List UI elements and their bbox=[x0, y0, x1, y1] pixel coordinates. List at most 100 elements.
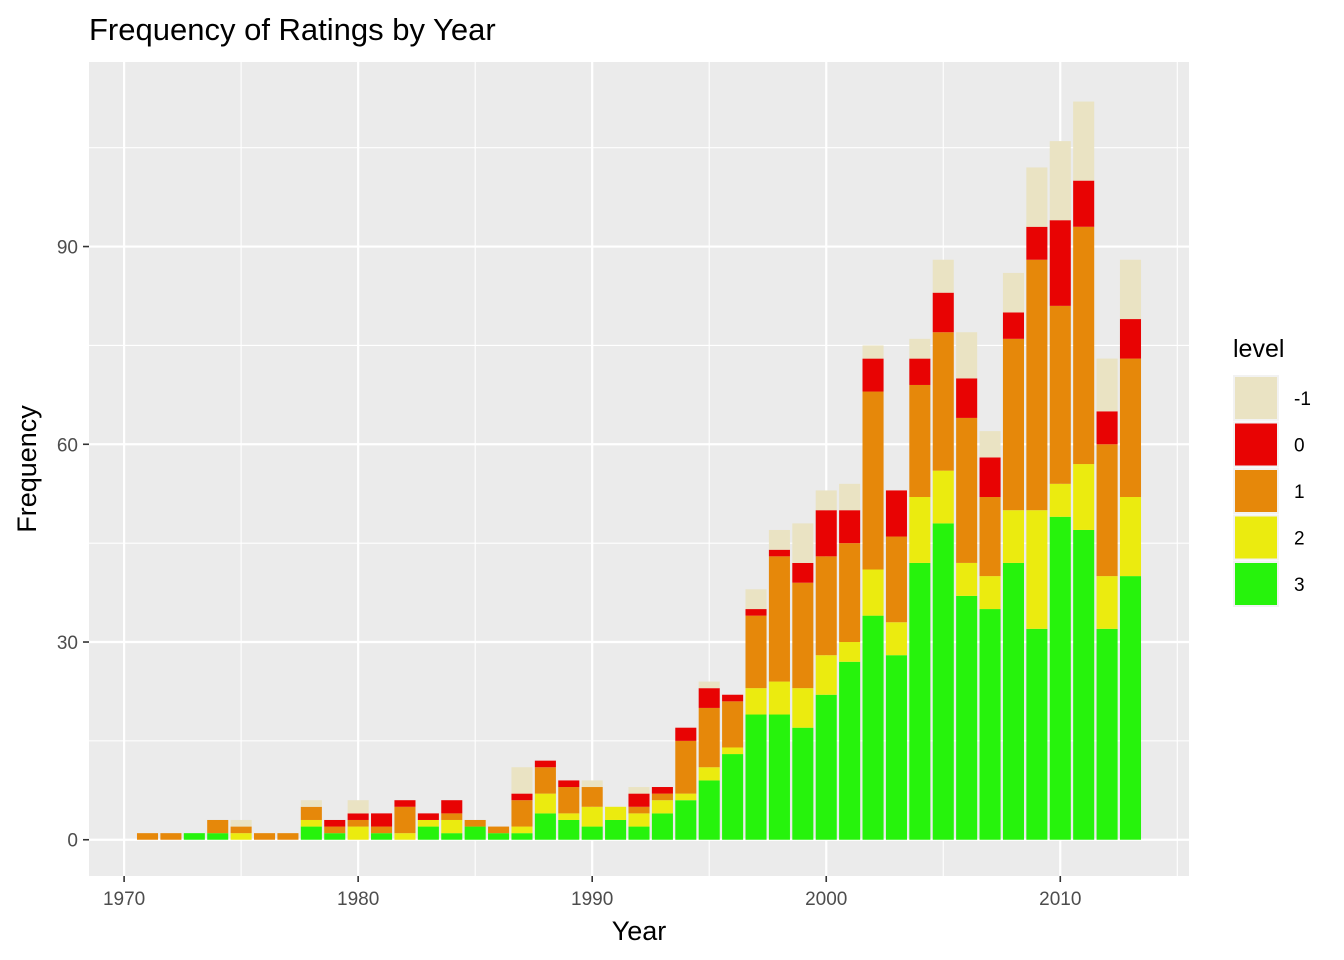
bar-segment bbox=[815, 655, 837, 695]
bar-segment bbox=[1026, 167, 1048, 227]
bar-segment bbox=[909, 384, 931, 498]
bar-segment bbox=[909, 358, 931, 385]
bar-segment bbox=[441, 800, 463, 814]
bar-segment bbox=[932, 523, 954, 840]
bar-segment bbox=[745, 714, 767, 840]
y-tick-label: 0 bbox=[67, 831, 78, 852]
bar-segment bbox=[768, 529, 790, 550]
bar-segment bbox=[932, 292, 954, 333]
bar-segment bbox=[792, 688, 814, 728]
bar-segment bbox=[277, 833, 299, 840]
bar-segment bbox=[394, 806, 416, 834]
bar-segment bbox=[347, 826, 369, 840]
bar-segment bbox=[534, 813, 556, 840]
legend-label: 1 bbox=[1294, 482, 1305, 503]
bar-segment bbox=[651, 813, 673, 840]
y-tick-label: 30 bbox=[57, 633, 78, 654]
bar-segment bbox=[745, 688, 767, 715]
x-tick-label: 1980 bbox=[337, 889, 379, 910]
bar-segment bbox=[768, 714, 790, 840]
bar-segment bbox=[511, 800, 533, 827]
bar-segment bbox=[1002, 338, 1024, 511]
bar-segment bbox=[1096, 444, 1118, 577]
bar-segment bbox=[558, 787, 580, 814]
bar-segment bbox=[441, 833, 463, 840]
bar-segment bbox=[417, 826, 439, 840]
bar-segment bbox=[534, 793, 556, 814]
bar-segment bbox=[488, 833, 510, 840]
bar-segment bbox=[1073, 529, 1095, 840]
bar-segment bbox=[885, 536, 907, 623]
bar-segment bbox=[909, 562, 931, 840]
legend-swatch bbox=[1235, 470, 1277, 512]
bar-segment bbox=[464, 819, 486, 827]
bar-segment bbox=[1049, 141, 1071, 221]
bar-segment bbox=[722, 694, 744, 702]
bar-segment bbox=[230, 833, 252, 840]
bars bbox=[136, 101, 1142, 840]
legend-swatch bbox=[1235, 563, 1277, 605]
x-tick-label: 2000 bbox=[805, 889, 847, 910]
bar-segment bbox=[1119, 358, 1142, 498]
bar-segment bbox=[651, 787, 673, 794]
bar-segment bbox=[371, 826, 393, 834]
bar-segment bbox=[698, 707, 720, 768]
legend-title: level bbox=[1233, 335, 1284, 363]
bar-segment bbox=[651, 800, 673, 814]
bar-segment bbox=[160, 833, 182, 840]
bar-segment bbox=[1026, 259, 1048, 511]
bar-segment bbox=[183, 833, 205, 840]
bar-segment bbox=[956, 378, 978, 418]
bar-segment bbox=[230, 826, 252, 834]
bar-segment bbox=[558, 819, 580, 840]
bar-segment bbox=[605, 806, 627, 820]
legend-swatch bbox=[1235, 377, 1277, 419]
bar-segment bbox=[581, 826, 603, 840]
bar-segment bbox=[815, 556, 837, 656]
bar-segment bbox=[956, 562, 978, 596]
bar-segment bbox=[722, 754, 744, 840]
legend-swatch bbox=[1235, 516, 1277, 559]
bar-segment bbox=[768, 556, 790, 682]
bar-segment bbox=[628, 793, 650, 807]
bar-segment bbox=[862, 391, 884, 570]
bar-segment bbox=[230, 819, 252, 827]
bar-segment bbox=[628, 787, 650, 794]
bar-segment bbox=[558, 780, 580, 788]
bar-segment bbox=[839, 661, 861, 840]
bar-segment bbox=[300, 826, 322, 840]
bar-segment bbox=[534, 760, 556, 768]
y-axis-title: Frequency bbox=[12, 405, 42, 533]
bar-segment bbox=[698, 767, 720, 781]
bar-segment bbox=[511, 793, 533, 801]
bar-segment bbox=[839, 483, 861, 511]
bar-segment bbox=[956, 595, 978, 840]
bar-segment bbox=[792, 523, 814, 563]
bar-segment bbox=[815, 490, 837, 511]
bar-segment bbox=[1119, 259, 1142, 320]
bar-segment bbox=[651, 793, 673, 801]
legend-label: 3 bbox=[1294, 575, 1305, 596]
bar-segment bbox=[792, 562, 814, 583]
bar-segment bbox=[675, 740, 697, 794]
bar-segment bbox=[488, 826, 510, 834]
bar-segment bbox=[136, 833, 159, 840]
bar-segment bbox=[885, 655, 907, 840]
bar-segment bbox=[885, 490, 907, 537]
bar-segment bbox=[1049, 305, 1071, 484]
bar-segment bbox=[207, 833, 229, 840]
chart-title: Frequency of Ratings by Year bbox=[89, 12, 496, 47]
bar-segment bbox=[1002, 510, 1024, 563]
bar-segment bbox=[979, 576, 1001, 610]
bar-segment bbox=[745, 609, 767, 616]
bar-segment bbox=[675, 727, 697, 741]
bar-segment bbox=[745, 615, 767, 689]
bar-segment bbox=[979, 457, 1001, 498]
bar-segment bbox=[1026, 510, 1048, 629]
x-tick-label: 1990 bbox=[571, 889, 613, 910]
bar-segment bbox=[722, 747, 744, 755]
bar-segment bbox=[932, 470, 954, 524]
bar-segment bbox=[1096, 576, 1118, 629]
bar-segment bbox=[347, 800, 369, 814]
